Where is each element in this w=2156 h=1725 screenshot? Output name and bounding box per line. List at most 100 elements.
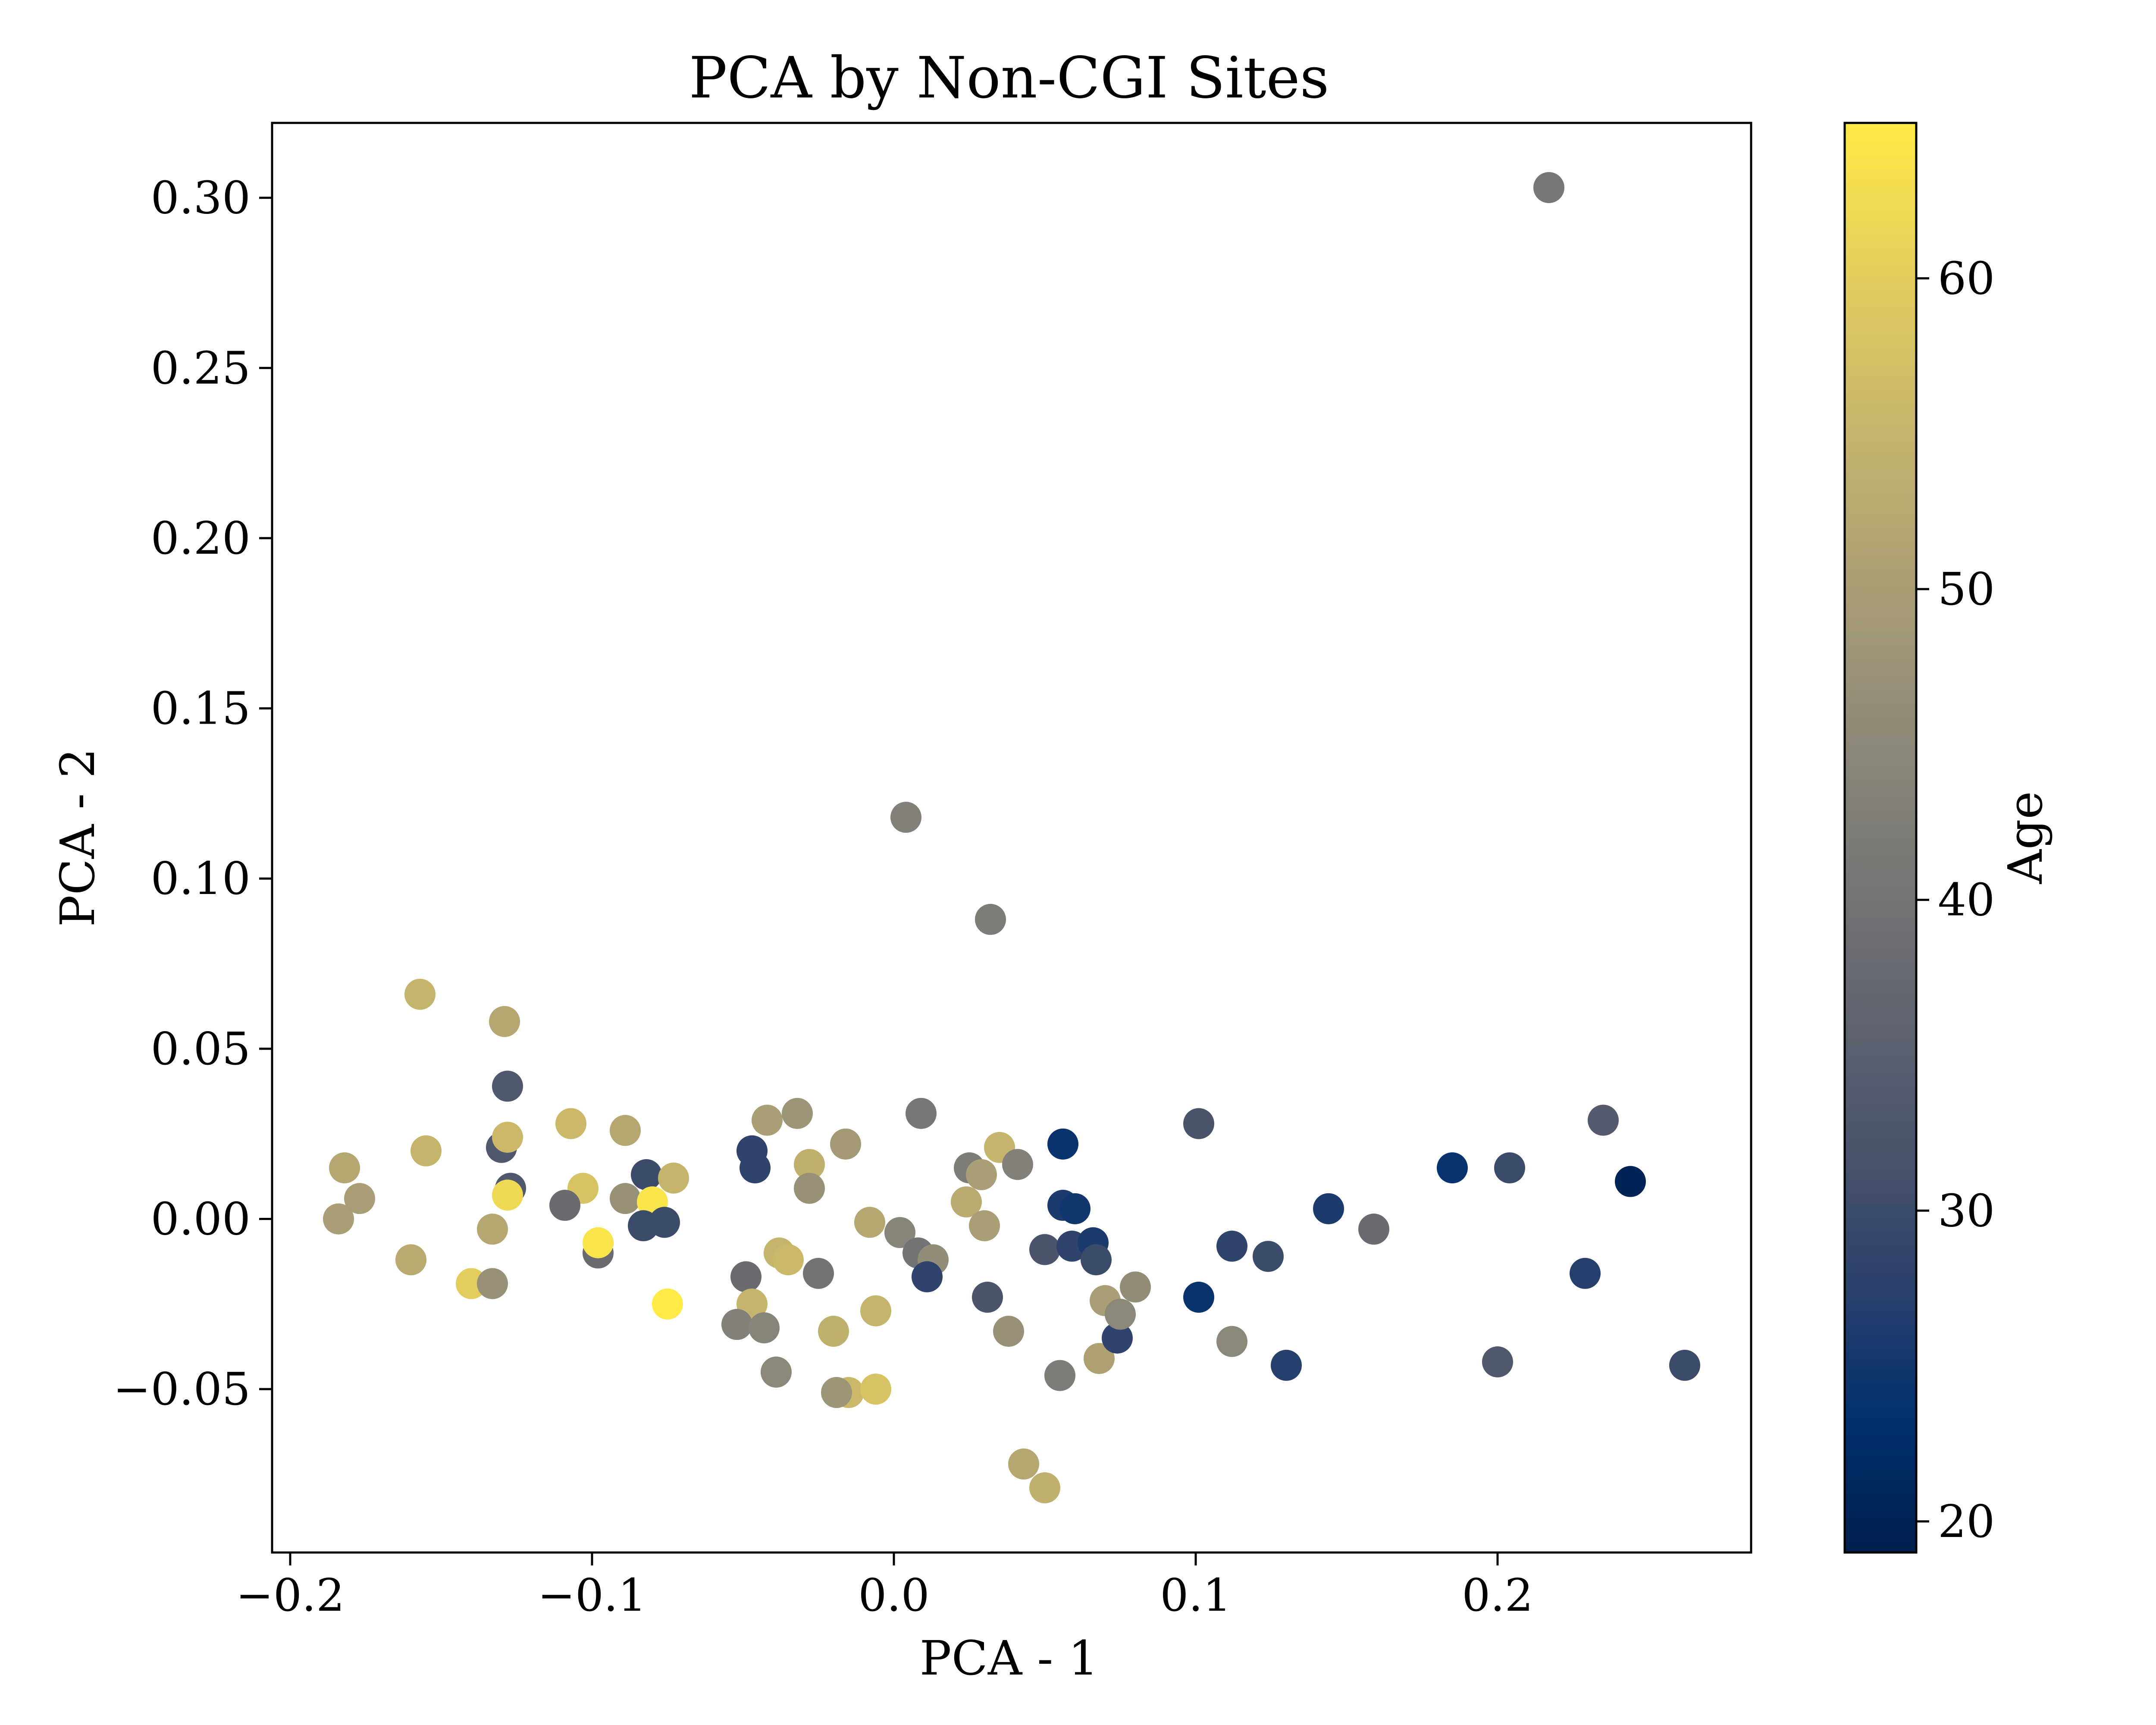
colorbar-tick-label: 20	[1938, 1495, 1995, 1548]
data-point	[1216, 1326, 1247, 1357]
data-point	[1047, 1128, 1078, 1160]
data-point	[854, 1207, 885, 1238]
data-point	[610, 1183, 641, 1214]
y-tick-label: 0.00	[150, 1193, 251, 1245]
data-point	[329, 1152, 360, 1184]
colorbar-tick-label: 30	[1938, 1184, 1995, 1237]
data-point	[1494, 1152, 1525, 1184]
y-tick-label: 0.20	[150, 512, 251, 565]
data-point	[1437, 1152, 1468, 1184]
data-point	[395, 1244, 426, 1276]
data-point	[1570, 1258, 1601, 1289]
data-point	[344, 1183, 375, 1214]
data-point	[649, 1207, 680, 1238]
y-tick-label: 0.15	[150, 682, 251, 735]
data-point	[1183, 1282, 1214, 1313]
data-point	[966, 1159, 997, 1190]
data-point	[1081, 1244, 1112, 1276]
data-point	[610, 1115, 641, 1146]
y-tick-label: 0.05	[150, 1022, 251, 1075]
data-point	[323, 1203, 354, 1235]
data-point	[1183, 1108, 1214, 1139]
data-point	[993, 1315, 1024, 1347]
y-tick-label: 0.25	[150, 342, 251, 394]
data-point	[1253, 1241, 1284, 1272]
data-point	[884, 1217, 915, 1248]
data-point	[803, 1258, 834, 1289]
data-point	[583, 1227, 614, 1258]
data-point	[1313, 1193, 1344, 1224]
points-layer	[323, 172, 1700, 1504]
x-axis-label: PCA - 1	[920, 1631, 1099, 1686]
data-point	[631, 1159, 662, 1190]
data-point	[1482, 1346, 1513, 1377]
data-point	[1002, 1149, 1033, 1180]
data-point	[658, 1162, 689, 1194]
x-tick-label: 0.1	[1160, 1569, 1231, 1622]
data-point	[975, 903, 1006, 935]
data-point	[912, 1261, 943, 1292]
data-point	[1105, 1298, 1136, 1330]
x-tick-label: −0.1	[538, 1569, 647, 1622]
data-point	[1358, 1214, 1389, 1245]
data-point	[860, 1374, 891, 1405]
y-tick-label: 0.10	[150, 852, 251, 905]
data-point	[549, 1189, 580, 1221]
data-point	[1615, 1166, 1646, 1197]
data-point	[477, 1214, 508, 1245]
data-point	[860, 1295, 891, 1327]
data-point	[749, 1312, 780, 1344]
data-point	[1669, 1349, 1700, 1381]
colorbar-tick-label: 60	[1938, 252, 1995, 304]
y-axis: −0.05 0.00 0.05 0.10 0.15 0.20 0.25 0.30	[113, 172, 272, 1415]
data-point	[492, 1179, 523, 1211]
data-point	[1216, 1230, 1247, 1262]
data-point	[1084, 1343, 1115, 1374]
data-point	[1533, 172, 1564, 203]
data-point	[821, 1377, 852, 1408]
data-point	[740, 1152, 771, 1184]
data-point	[652, 1288, 683, 1320]
colorbar	[1843, 122, 1918, 1554]
x-tick-label: −0.2	[236, 1569, 345, 1622]
x-axis: −0.2 −0.1 0.0 0.1 0.2	[236, 1552, 1533, 1622]
y-tick-label: 0.30	[150, 172, 251, 224]
data-point	[1008, 1448, 1039, 1480]
colorbar-tick-label: 40	[1938, 874, 1995, 926]
x-tick-label: 0.2	[1462, 1569, 1533, 1622]
data-point	[555, 1108, 586, 1139]
data-point	[489, 1006, 520, 1037]
data-point	[773, 1244, 804, 1276]
data-point	[477, 1268, 508, 1299]
data-point	[730, 1261, 761, 1292]
data-point	[721, 1309, 752, 1340]
data-point	[1271, 1349, 1302, 1381]
plot-area-frame	[271, 122, 1752, 1554]
data-point	[782, 1098, 813, 1129]
data-point	[951, 1186, 982, 1218]
data-point	[411, 1135, 442, 1167]
data-point	[1120, 1271, 1151, 1303]
colorbar-tick-label: 50	[1938, 563, 1995, 615]
colorbar-label: Age	[1998, 791, 2053, 884]
y-tick-label: −0.05	[113, 1363, 251, 1415]
data-point	[492, 1070, 523, 1102]
y-axis-label: PCA - 2	[50, 748, 105, 927]
data-point	[1029, 1234, 1060, 1265]
data-point	[1029, 1472, 1060, 1504]
data-point	[818, 1315, 849, 1347]
data-point	[1102, 1322, 1133, 1354]
data-point	[1044, 1360, 1075, 1391]
data-point	[761, 1356, 792, 1388]
x-tick-label: 0.0	[858, 1569, 929, 1622]
data-point	[1588, 1104, 1619, 1136]
data-point	[1059, 1193, 1091, 1224]
colorbar-axis: 20 30 40 50 60	[1916, 252, 1995, 1548]
data-point	[969, 1210, 1000, 1242]
data-point	[492, 1122, 523, 1153]
data-point	[752, 1104, 783, 1136]
data-point	[404, 979, 436, 1010]
data-point	[830, 1128, 861, 1160]
chart-title: PCA by Non-CGI Sites	[689, 45, 1329, 111]
